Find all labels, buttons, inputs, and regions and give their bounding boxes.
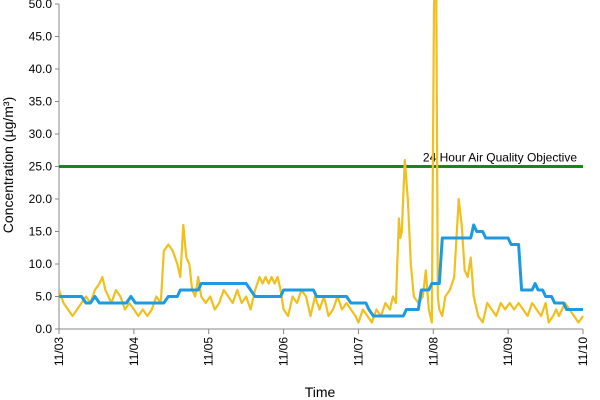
x-ticks: 11/03 11/04 11/05 11/06 11/07 11/08 11/09 11/10 [52, 329, 590, 366]
x-tick-label: 11/09 [501, 337, 515, 366]
series-yellow-line [59, 0, 584, 324]
x-tick-label: 11/04 [127, 337, 141, 366]
x-tick-label: 11/10 [576, 337, 590, 366]
x-axis-title: Time [305, 384, 336, 400]
y-tick-label: 35.0 [29, 95, 53, 109]
y-ticks: 0.0 5.0 10.0 15.0 20.0 25.0 30.0 35.0 40.0 45.0 50… [29, 0, 59, 336]
series-blue-line [59, 223, 583, 318]
y-axis-title: Concentration (µg/m³) [0, 97, 16, 233]
y-tick-label: 10.0 [29, 257, 53, 271]
y-tick-label: 50.0 [29, 0, 53, 11]
plot-area [59, 0, 584, 324]
reference-line-label: 24 Hour Air Quality Objective [423, 151, 577, 165]
x-tick-label: 11/05 [202, 337, 216, 366]
x-tick-label: 11/06 [277, 337, 291, 366]
y-tick-label: 5.0 [35, 290, 52, 304]
y-tick-label: 30.0 [29, 127, 53, 141]
y-tick-label: 25.0 [29, 160, 53, 174]
y-tick-label: 40.0 [29, 62, 53, 76]
y-tick-label: 15.0 [29, 225, 53, 239]
y-axis-title-group: Concentration (µg/m³) [0, 97, 16, 233]
x-tick-label: 11/03 [52, 337, 66, 366]
x-tick-label: 11/07 [351, 337, 365, 366]
x-tick-label: 11/08 [426, 337, 440, 366]
y-tick-label: 0.0 [35, 322, 52, 336]
reference-line-group: 24 Hour Air Quality Objective [59, 151, 583, 168]
y-tick-label: 20.0 [29, 192, 53, 206]
y-tick-label: 45.0 [29, 30, 53, 44]
